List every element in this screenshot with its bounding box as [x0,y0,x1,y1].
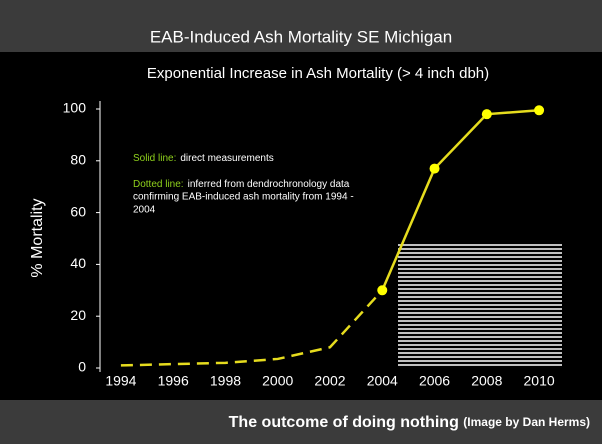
annotation: Solid line: direct measurements [133,153,274,164]
x-tick-label: 1998 [210,373,241,389]
x-tick-label: 1994 [105,373,136,389]
annotation-text: 2004 [133,205,156,216]
y-tick-label: 60 [70,203,86,219]
annotation-key: Solid line: [133,153,176,164]
footer-credit: (Image by Dan Herms) [463,415,590,429]
marker [534,105,544,115]
annotation-key: Dotted line: [133,179,184,190]
annotation: Dotted line: inferred from dendrochronolo… [133,179,350,190]
x-tick-label: 2002 [314,373,345,389]
annotation-text: direct measurements [180,153,273,164]
footer-text: The outcome of doing nothing (Image by D… [229,414,590,431]
y-tick-label: 80 [70,152,86,168]
x-tick-label: 2010 [524,373,555,389]
y-tick-label: 0 [78,359,86,375]
x-tick-label: 1996 [158,373,189,389]
y-tick-label: 20 [70,307,86,323]
x-tick-label: 2000 [262,373,293,389]
annotation-text: confirming EAB-induced ash mortality fro… [133,192,354,203]
y-tick-label: 100 [63,100,87,116]
y-tick-label: 40 [70,255,86,271]
marker [430,164,440,174]
chart-title: Exponential Increase in Ash Mortality (>… [147,65,489,82]
slide: EAB-Induced Ash Mortality SE Michigan Ex… [0,0,602,444]
y-axis-label: % Mortality [29,198,46,277]
footer-main: The outcome of doing nothing [229,414,459,431]
x-tick-label: 2008 [471,373,502,389]
x-tick-label: 2006 [419,373,450,389]
slide-title: EAB-Induced Ash Mortality SE Michigan [150,27,452,46]
marker [482,109,492,119]
x-tick-label: 2004 [367,373,398,389]
annotation-text: inferred from dendrochronology data [188,179,350,190]
marker [377,285,387,295]
